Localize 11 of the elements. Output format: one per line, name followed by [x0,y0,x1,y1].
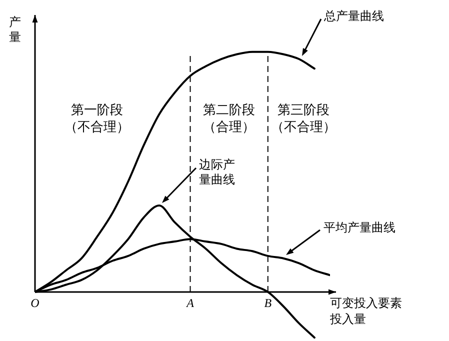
text: 边际产量曲线 [199,158,236,187]
y-axis-title: 产量 [9,15,21,44]
annotation: 第二阶段（合理） [203,102,256,135]
text: 平均产量曲线 [323,220,396,234]
annotation: 第三阶段（不合理） [271,102,336,135]
x-tick-label: O [30,296,40,310]
annotation: 第一阶段（不合理） [64,102,130,135]
x-tick-label: B [264,296,272,310]
x-tick-label: A [186,296,195,310]
text: 总产量曲线 [322,9,384,24]
x-axis-title: 可变投入要素投入量 [329,296,402,326]
